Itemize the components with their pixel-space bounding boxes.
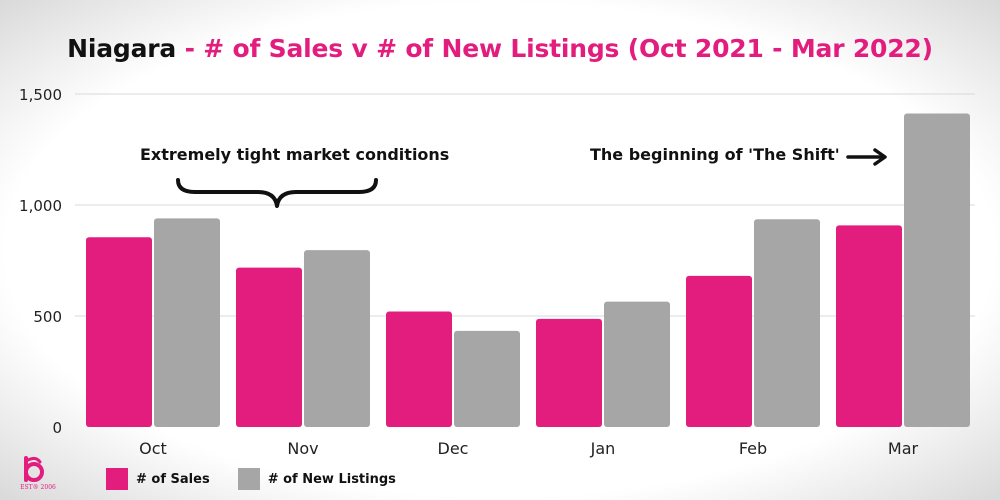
bar-sales-oct bbox=[86, 237, 152, 427]
bar-listings-mar bbox=[904, 113, 970, 427]
bar-sales-nov bbox=[236, 267, 302, 427]
bar-listings-nov bbox=[304, 250, 370, 427]
bar-sales-mar bbox=[836, 225, 902, 427]
annotation-the-shift: The beginning of 'The Shift' bbox=[590, 145, 840, 164]
bars bbox=[86, 113, 970, 427]
bar-listings-jan bbox=[604, 301, 670, 427]
x-tick-label: Feb bbox=[739, 439, 767, 458]
bar-listings-feb bbox=[754, 219, 820, 427]
y-tick-label: 1,000 bbox=[19, 197, 62, 215]
gridlines bbox=[75, 93, 975, 317]
x-tick-label: Jan bbox=[590, 439, 616, 458]
legend-label-listings: # of New Listings bbox=[267, 471, 396, 487]
curly-brace bbox=[176, 178, 378, 208]
bar-sales-dec bbox=[386, 311, 452, 427]
x-tick-label: Oct bbox=[139, 439, 167, 458]
legend-item-listings: # of New Listings bbox=[237, 468, 396, 490]
logo-est-text: EST® 2006 bbox=[20, 484, 56, 491]
y-tick-label: 1,500 bbox=[19, 86, 62, 104]
brand-logo: EST® 2006 bbox=[18, 454, 58, 494]
bar-sales-jan bbox=[536, 318, 602, 427]
legend-item-sales: # of Sales bbox=[106, 468, 210, 490]
bar-listings-oct bbox=[154, 218, 220, 427]
arrow-right-icon bbox=[846, 148, 887, 166]
axis-ticks: 0 500 1,000 1,500 Oct Nov Dec Jan Feb Mar bbox=[19, 86, 918, 458]
legend-swatch-listings bbox=[237, 468, 260, 490]
bar-sales-feb bbox=[686, 275, 752, 427]
legend-swatch-sales bbox=[106, 468, 128, 490]
y-tick-label: 500 bbox=[33, 308, 62, 326]
legend: # of Sales # of New Listings bbox=[106, 466, 396, 492]
chart-title: Niagara - # of Sales v # of New Listings… bbox=[0, 34, 1000, 63]
x-tick-label: Nov bbox=[287, 439, 318, 458]
bar-listings-dec bbox=[454, 330, 520, 427]
logo-mark-icon bbox=[24, 456, 44, 482]
title-sub: - # of Sales v # of New Listings (Oct 20… bbox=[176, 34, 933, 63]
y-tick-label: 0 bbox=[52, 419, 62, 437]
x-tick-label: Mar bbox=[888, 439, 919, 458]
title-main: Niagara bbox=[67, 34, 177, 63]
legend-label-sales: # of Sales bbox=[136, 471, 210, 487]
x-tick-label: Dec bbox=[438, 439, 469, 458]
annotation-tight-market: Extremely tight market conditions bbox=[140, 145, 450, 164]
